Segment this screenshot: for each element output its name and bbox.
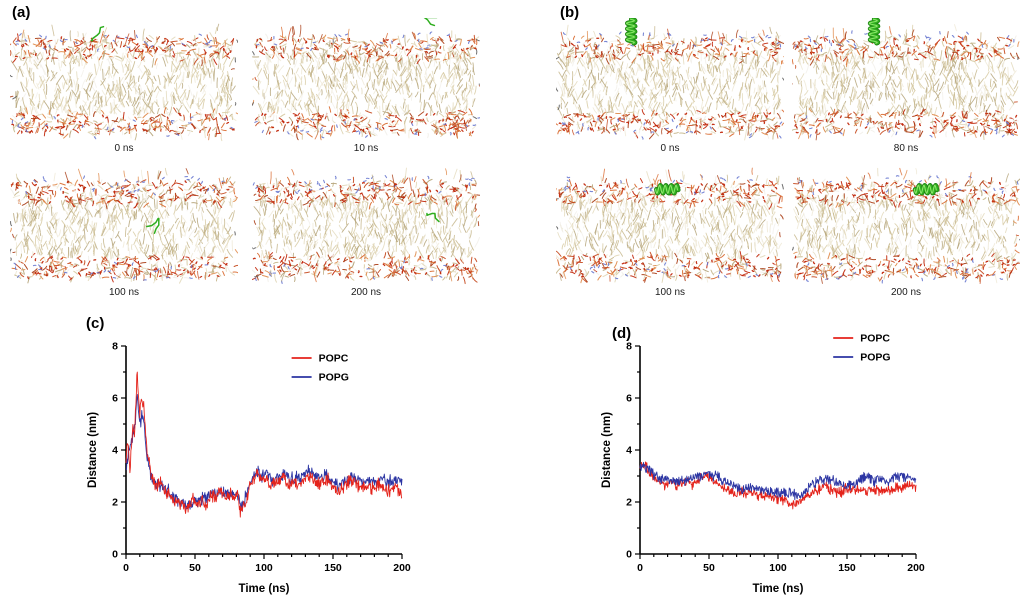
svg-text:150: 150 (324, 562, 342, 574)
svg-text:POPC: POPC (319, 353, 349, 365)
snapshot-time-label: 0 ns (114, 143, 134, 154)
panel-label-c: (c) (86, 315, 105, 332)
svg-text:0: 0 (123, 562, 129, 574)
svg-text:2: 2 (626, 497, 632, 509)
svg-text:Time (ns): Time (ns) (239, 583, 290, 595)
membrane-render (792, 162, 1020, 286)
membrane-render (252, 18, 480, 142)
svg-text:POPC: POPC (860, 333, 890, 345)
svg-text:2: 2 (112, 497, 118, 509)
svg-text:8: 8 (626, 341, 632, 353)
panel-label-d: (d) (612, 325, 632, 342)
snapshot-time-label: 200 ns (890, 287, 922, 298)
membrane-render (556, 162, 784, 286)
md-snapshot-a-100ns: 100 ns (10, 162, 238, 298)
svg-text:150: 150 (838, 562, 856, 574)
snapshot-time-label: 10 ns (353, 143, 379, 154)
svg-text:100: 100 (255, 562, 273, 574)
svg-text:Time (ns): Time (ns) (753, 583, 804, 595)
snapshot-time-label: 80 ns (893, 143, 919, 154)
distance-vs-time-chart-d: 0 50 100 150 200 0 2 4 6 8 Time (ns) Distance (nm) P… (601, 333, 925, 596)
md-snapshot-a-10ns: 10 ns (252, 18, 480, 154)
membrane-render (792, 18, 1020, 142)
membrane-render (10, 18, 238, 142)
svg-text:POPG: POPG (319, 372, 349, 384)
panel-label-a: (a) (12, 4, 31, 21)
panel-label-b: (b) (560, 4, 580, 21)
md-snapshot-b-0ns: 0 ns (556, 18, 784, 154)
md-snapshot-a-0ns: 0 ns (10, 18, 238, 154)
svg-text:200: 200 (393, 562, 411, 574)
md-snapshot-a-200ns: 200 ns (252, 162, 480, 298)
svg-text:POPG: POPG (860, 352, 890, 364)
md-snapshot-b-100ns: 100 ns (556, 162, 784, 298)
svg-text:4: 4 (626, 445, 632, 457)
snapshot-time-label: 0 ns (660, 143, 680, 154)
membrane-render (10, 162, 238, 286)
svg-text:50: 50 (189, 562, 201, 574)
md-snapshot-b-200ns: 200 ns (792, 162, 1020, 298)
snapshot-time-label: 100 ns (654, 287, 686, 298)
md-snapshot-b-80ns: 80 ns (792, 18, 1020, 154)
svg-text:50: 50 (703, 562, 715, 574)
svg-text:4: 4 (112, 445, 118, 457)
snapshot-time-label: 100 ns (108, 287, 140, 298)
svg-text:0: 0 (637, 562, 643, 574)
svg-text:100: 100 (769, 562, 787, 574)
svg-text:200: 200 (907, 562, 925, 574)
distance-vs-time-chart-c: 0 50 100 150 200 0 2 4 6 8 Time (ns) Distance (nm) P… (87, 341, 411, 596)
svg-text:Distance (nm): Distance (nm) (87, 412, 99, 488)
svg-text:6: 6 (112, 393, 118, 405)
snapshot-time-label: 200 ns (350, 287, 382, 298)
membrane-render (556, 18, 784, 142)
svg-text:0: 0 (112, 549, 118, 561)
svg-text:8: 8 (112, 341, 118, 353)
svg-text:0: 0 (626, 549, 632, 561)
svg-text:6: 6 (626, 393, 632, 405)
svg-text:Distance (nm): Distance (nm) (601, 412, 613, 488)
membrane-render (252, 162, 480, 286)
